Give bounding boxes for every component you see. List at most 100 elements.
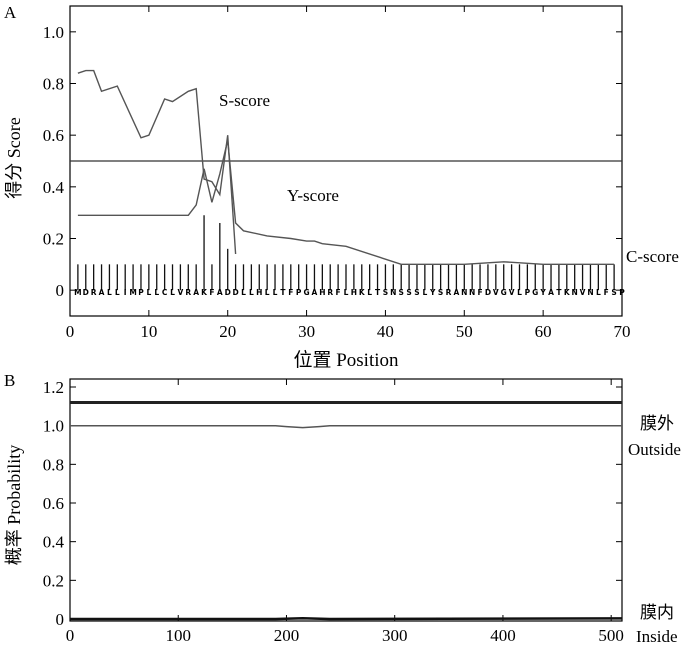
panel-b-x-tick-label: 200 [274, 626, 300, 645]
sequence-letter: F [604, 288, 609, 297]
sequence-letter: T [556, 288, 562, 297]
y-score-label: Y-score [287, 186, 339, 205]
sequence-letter: S [406, 288, 411, 297]
sequence-letter: P [525, 288, 531, 297]
panel-a-x-tick-label: 0 [66, 322, 75, 341]
panel-a-y-label: 得分 Score [4, 117, 24, 198]
sequence-letter: S [398, 288, 403, 297]
sequence-letter: S [611, 288, 616, 297]
panel-a-y-tick-label: 0 [56, 281, 65, 300]
sequence-letter: I [124, 288, 127, 297]
sequence-letter: N [461, 288, 467, 297]
sequence-letter: N [587, 288, 593, 297]
sequence-letter: R [185, 288, 191, 297]
sequence-letter: G [303, 288, 309, 297]
panel-b-y-tick-label: 0.4 [43, 533, 65, 552]
panel-b-y-tick-label: 0.6 [43, 494, 64, 513]
panel-b-y-ticks: 0 0.2 0.4 0.6 0.8 1.0 1.2 [43, 378, 622, 629]
sequence-letter: L [154, 288, 159, 297]
panel-a-x-label: 位置 Position [293, 349, 399, 371]
panel-b-label: B [4, 371, 15, 390]
panel-b-x-ticks: 0 100 200 300 400 500 [66, 379, 624, 645]
sequence-letter: P [296, 288, 302, 297]
sequence-letter: A [312, 288, 318, 297]
sequence-letter: A [217, 288, 223, 297]
outside-probability-line [70, 424, 622, 429]
sequence-letter: N [469, 288, 475, 297]
panel-a-y-ticks: 0 0.2 0.4 0.6 0.8 1.0 [43, 23, 622, 300]
sequence-letter: L [344, 288, 349, 297]
inside-probability-line [70, 616, 623, 621]
sequence-letter: L [367, 288, 372, 297]
c-score-bars [77, 215, 615, 291]
sequence-letter: D [225, 288, 231, 297]
sequence-letter: F [288, 288, 293, 297]
c-score-label: C-score [626, 247, 679, 266]
sequence-letter: A [193, 288, 199, 297]
sequence-letter: S [438, 288, 443, 297]
sequence-letter: L [273, 288, 278, 297]
sequence-letter: M [74, 288, 81, 297]
panel-a-label: A [4, 3, 17, 22]
sequence-letter: V [493, 288, 499, 297]
panel-b-y-tick-label: 0.2 [43, 571, 64, 590]
sequence-letter: G [532, 288, 538, 297]
panel-a-x-tick-label: 50 [456, 322, 473, 341]
sequence-letter: H [319, 288, 325, 297]
inside-label-en: Inside [636, 627, 678, 646]
sequence-letter: L [146, 288, 151, 297]
panel-b-x-tick-label: 100 [165, 626, 191, 645]
panel-a-x-tick-label: 60 [535, 322, 552, 341]
sequence-letter: V [177, 288, 183, 297]
sequence-letter: L [107, 288, 112, 297]
sequence-letter: R [91, 288, 97, 297]
sequence-letter: D [232, 288, 238, 297]
panel-a-x-tick-label: 30 [298, 322, 315, 341]
sequence-letter: V [580, 288, 586, 297]
sequence-letter: P [138, 288, 144, 297]
sequence-letter: L [517, 288, 522, 297]
panel-b-x-tick-label: 500 [598, 626, 624, 645]
panel-b-x-tick-label: 300 [382, 626, 408, 645]
panel-a-y-tick-label: 0.4 [43, 178, 65, 197]
panel-a-y-tick-label: 0.8 [43, 75, 64, 94]
sequence-letter: A [453, 288, 459, 297]
sequence-letter: S [414, 288, 419, 297]
s-score-label: S-score [219, 91, 270, 110]
panel-b-x-tick-label: 0 [66, 626, 75, 645]
sequence-letter: V [509, 288, 515, 297]
outside-label-cn: 膜外 [640, 414, 674, 433]
sequence-letter: H [351, 288, 357, 297]
sequence-letter: F [209, 288, 214, 297]
sequence-letter: N [572, 288, 578, 297]
sequence-letter: L [241, 288, 246, 297]
panel-b-y-tick-label: 1.2 [43, 378, 64, 397]
panel-a-x-tick-label: 10 [140, 322, 157, 341]
sequence-letter: K [201, 288, 208, 297]
sequence-letter: K [359, 288, 366, 297]
sequence-letter: D [83, 288, 89, 297]
sequence-letter: S [383, 288, 388, 297]
panel-a-x-ticks: 0 10 20 30 40 50 60 70 [66, 6, 631, 341]
panel-b: B 0 0.2 0.4 0.6 0.8 1.0 1.2 0 100 200 300 400 500 膜… [4, 371, 681, 646]
sequence-letter: N [390, 288, 396, 297]
sequence-letter: F [477, 288, 482, 297]
panel-a-y-tick-label: 1.0 [43, 23, 64, 42]
sequence-letter: Y [429, 288, 436, 297]
sequence-letter: D [485, 288, 491, 297]
sequence-letter: R [446, 288, 452, 297]
sequence-letter: L [265, 288, 270, 297]
panel-b-y-tick-label: 1.0 [43, 417, 64, 436]
panel-b-plot-frame [69, 378, 623, 622]
panel-a-x-tick-label: 20 [219, 322, 236, 341]
sequence-letter: L [115, 288, 120, 297]
panel-b-y-tick-label: 0 [56, 610, 65, 629]
sequence-letter: A [548, 288, 554, 297]
s-score-line [77, 69, 237, 255]
sequence-letter: T [280, 288, 286, 297]
sequence-letter: A [99, 288, 105, 297]
inside-label-cn: 膜内 [640, 603, 674, 622]
y-score-line [77, 140, 615, 265]
